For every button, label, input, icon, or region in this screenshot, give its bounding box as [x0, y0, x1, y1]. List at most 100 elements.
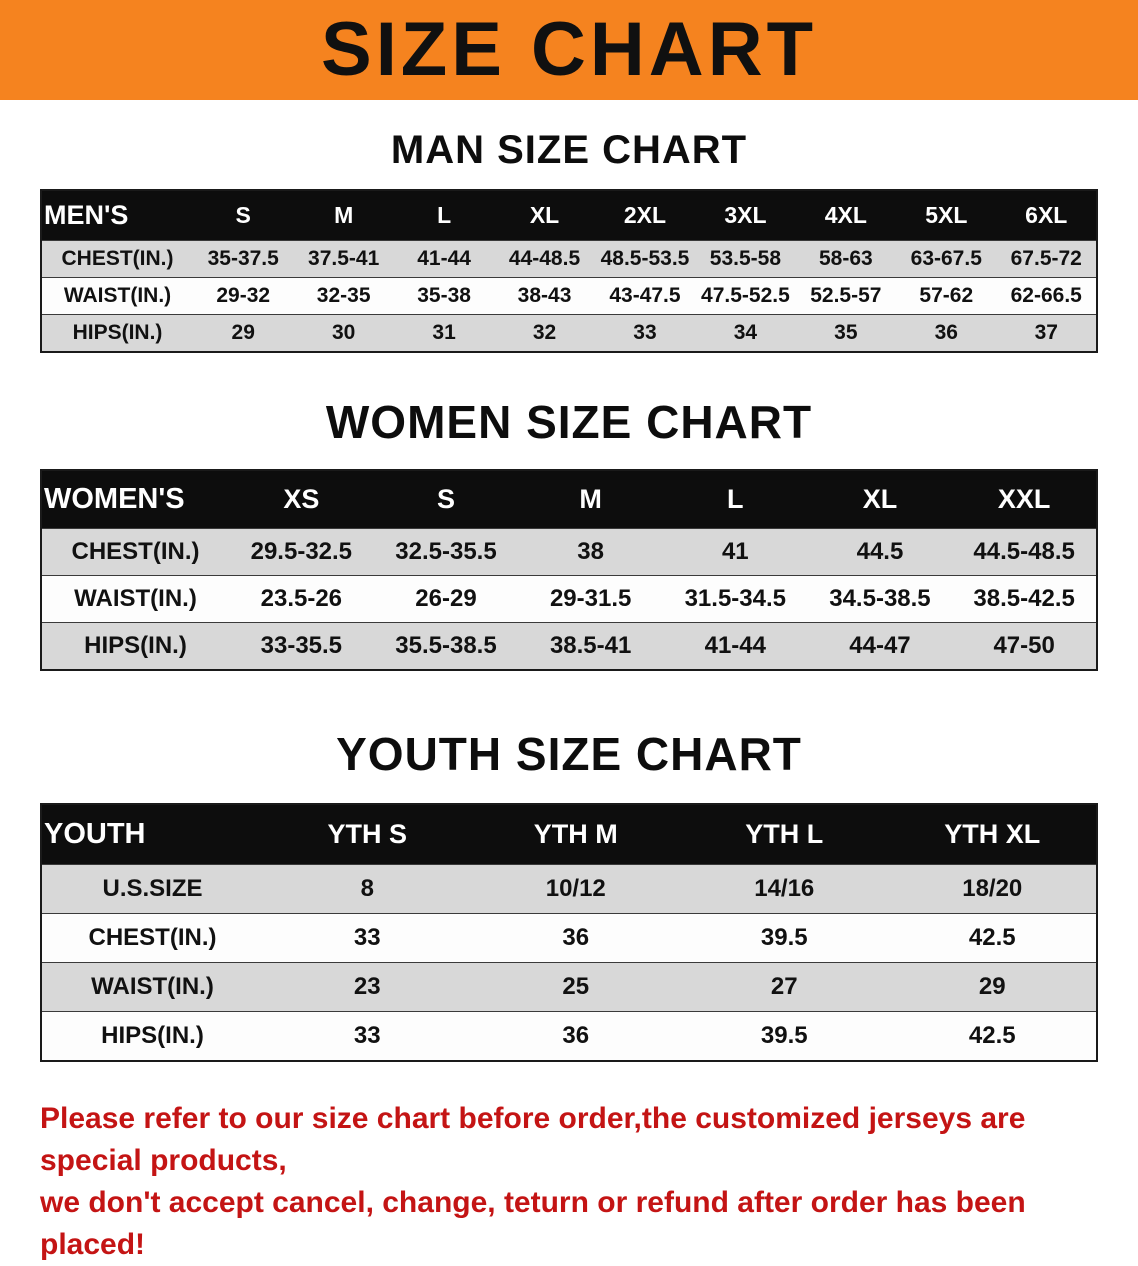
- size-column-header: 4XL: [795, 190, 897, 241]
- size-value: 35-38: [393, 277, 495, 315]
- measurement-row-label: CHEST(IN.): [41, 528, 229, 576]
- measurement-row-label: WAIST(IN.): [41, 575, 229, 623]
- size-value: 38: [518, 528, 663, 576]
- size-value: 35-37.5: [193, 240, 294, 278]
- table-row: CHEST(IN.) 29.5-32.5 32.5-35.5 38 41 44.5 44.5…: [41, 528, 1097, 576]
- size-column-header: YTH L: [680, 804, 889, 865]
- measurement-row-label: CHEST(IN.): [41, 240, 193, 278]
- size-value: 34: [695, 314, 796, 352]
- youth-size-table: YOUTH YTH S YTH M YTH L YTH XL U.S.SIZE 8 10/12…: [40, 803, 1098, 1062]
- size-column-header: YTH S: [263, 804, 472, 865]
- table-row: WAIST(IN.) 23 25 27 29: [41, 962, 1097, 1012]
- size-value: 23: [263, 962, 472, 1012]
- men-size-table: MEN'S S M L XL 2XL 3XL 4XL 5XL 6XL CHEST(IN.) 35-37…: [40, 189, 1098, 353]
- size-column-header: XL: [494, 190, 595, 241]
- size-value: 42.5: [888, 1011, 1097, 1061]
- size-column-header: XS: [229, 470, 374, 529]
- size-value: 26-29: [373, 575, 519, 623]
- size-value: 25: [471, 962, 680, 1012]
- size-value: 29: [888, 962, 1097, 1012]
- size-value: 33: [263, 913, 472, 963]
- table-row: HIPS(IN.) 29 30 31 32 33 34 35 36 37: [41, 314, 1097, 352]
- section-youth: YOUTH SIZE CHART YOUTH YTH S YTH M YTH L YTH …: [0, 727, 1138, 1062]
- size-value: 35.5-38.5: [373, 622, 519, 670]
- size-column-header: L: [662, 470, 808, 529]
- section-men: MAN SIZE CHART MEN'S S M L XL 2XL 3XL 4XL 5XL 6XL C…: [0, 128, 1138, 353]
- size-column-header: 2XL: [594, 190, 696, 241]
- women-table-corner-label: WOMEN'S: [41, 470, 229, 529]
- size-column-header: S: [373, 470, 519, 529]
- size-column-header: XL: [807, 470, 953, 529]
- measurement-row-label: HIPS(IN.): [41, 622, 229, 670]
- size-value: 29.5-32.5: [229, 528, 374, 576]
- size-value: 63-67.5: [896, 240, 997, 278]
- table-row: CHEST(IN.) 33 36 39.5 42.5: [41, 913, 1097, 963]
- size-column-header: YTH XL: [888, 804, 1097, 865]
- measurement-row-label: U.S.SIZE: [41, 864, 263, 914]
- measurement-row-label: WAIST(IN.): [41, 277, 193, 315]
- size-value: 41-44: [393, 240, 495, 278]
- size-value: 23.5-26: [229, 575, 374, 623]
- banner: SIZE CHART: [0, 0, 1138, 100]
- size-value: 42.5: [888, 913, 1097, 963]
- table-row: U.S.SIZE 8 10/12 14/16 18/20: [41, 864, 1097, 914]
- youth-table-corner-label: YOUTH: [41, 804, 263, 865]
- women-header-row: WOMEN'S XS S M L XL XXL: [41, 470, 1097, 529]
- size-value: 44.5: [807, 528, 953, 576]
- size-value: 29: [193, 314, 294, 352]
- size-value: 35: [795, 314, 897, 352]
- size-value: 58-63: [795, 240, 897, 278]
- size-column-header: YTH M: [471, 804, 680, 865]
- disclaimer-line-2: we don't accept cancel, change, teturn o…: [40, 1186, 1026, 1261]
- size-value: 44-48.5: [494, 240, 595, 278]
- size-column-header: L: [393, 190, 495, 241]
- size-value: 53.5-58: [695, 240, 796, 278]
- size-value: 34.5-38.5: [807, 575, 953, 623]
- disclaimer-line-1: Please refer to our size chart before or…: [40, 1102, 1026, 1177]
- table-row: WAIST(IN.) 29-32 32-35 35-38 38-43 43-47.5 47.…: [41, 277, 1097, 315]
- size-column-header: M: [518, 470, 663, 529]
- size-value: 36: [471, 1011, 680, 1061]
- size-value: 14/16: [680, 864, 889, 914]
- size-value: 36: [471, 913, 680, 963]
- size-value: 29-32: [193, 277, 294, 315]
- size-value: 62-66.5: [996, 277, 1097, 315]
- size-value: 39.5: [680, 913, 889, 963]
- youth-size-chart-heading: YOUTH SIZE CHART: [336, 728, 802, 780]
- size-value: 39.5: [680, 1011, 889, 1061]
- size-value: 27: [680, 962, 889, 1012]
- size-value: 32-35: [293, 277, 394, 315]
- size-value: 10/12: [471, 864, 680, 914]
- size-value: 8: [263, 864, 472, 914]
- size-value: 44.5-48.5: [952, 528, 1097, 576]
- size-value: 36: [896, 314, 997, 352]
- men-size-chart-heading: MAN SIZE CHART: [390, 128, 748, 172]
- size-value: 32.5-35.5: [373, 528, 519, 576]
- size-value: 38-43: [494, 277, 595, 315]
- size-value: 37.5-41: [293, 240, 394, 278]
- women-size-table: WOMEN'S XS S M L XL XXL CHEST(IN.) 29.5-32.5 32.5…: [40, 469, 1098, 671]
- size-value: 67.5-72: [996, 240, 1097, 278]
- size-value: 38.5-42.5: [952, 575, 1097, 623]
- size-column-header: 5XL: [896, 190, 997, 241]
- table-row: HIPS(IN.) 33 36 39.5 42.5: [41, 1011, 1097, 1061]
- size-column-header: 6XL: [996, 190, 1097, 241]
- size-value: 30: [293, 314, 394, 352]
- size-value: 57-62: [896, 277, 997, 315]
- measurement-row-label: HIPS(IN.): [41, 314, 193, 352]
- table-row: WAIST(IN.) 23.5-26 26-29 29-31.5 31.5-34.5 34…: [41, 575, 1097, 623]
- size-value: 31: [393, 314, 495, 352]
- size-column-header: M: [293, 190, 394, 241]
- size-value: 29-31.5: [518, 575, 663, 623]
- size-value: 32: [494, 314, 595, 352]
- size-column-header: XXL: [952, 470, 1097, 529]
- measurement-row-label: CHEST(IN.): [41, 913, 263, 963]
- size-value: 37: [996, 314, 1097, 352]
- size-column-header: S: [193, 190, 294, 241]
- size-value: 43-47.5: [594, 277, 696, 315]
- size-value: 48.5-53.5: [594, 240, 696, 278]
- men-header-row: MEN'S S M L XL 2XL 3XL 4XL 5XL 6XL: [41, 190, 1097, 241]
- men-table-corner-label: MEN'S: [41, 190, 193, 241]
- size-value: 31.5-34.5: [662, 575, 808, 623]
